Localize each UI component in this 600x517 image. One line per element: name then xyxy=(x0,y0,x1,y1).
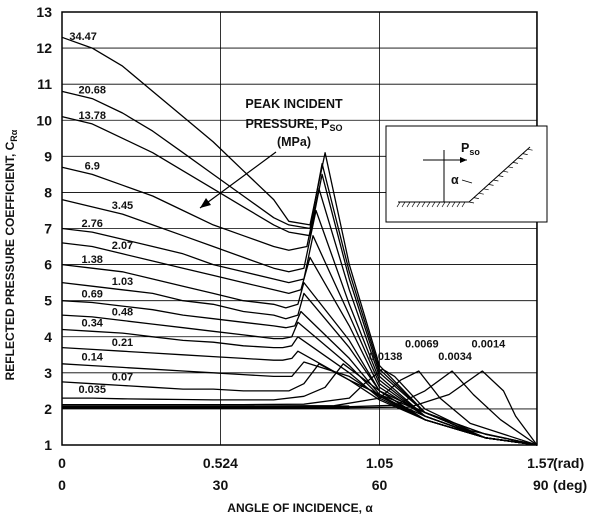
y-tick-label: 3 xyxy=(44,365,52,381)
pressure-annotation: PEAK INCIDENT PRESSURE, PSO (MPa) xyxy=(199,97,343,209)
x-axis-title: ANGLE OF INCIDENCE, α xyxy=(227,501,373,515)
plot-frame xyxy=(61,11,538,446)
series-label: 1.38 xyxy=(82,254,103,266)
inset-schematic: Pso α xyxy=(385,125,548,223)
series-label: 20.68 xyxy=(78,85,106,97)
y-tick-label: 6 xyxy=(44,257,52,273)
series-label: 0.0069 xyxy=(405,339,439,351)
series-label: 0.48 xyxy=(112,307,133,319)
inset-alpha: α xyxy=(451,173,459,187)
series-line-0.34 xyxy=(61,328,538,446)
series-label: 34.47 xyxy=(69,31,97,43)
y-tick-label: 4 xyxy=(44,329,52,345)
series-label: 0.0014 xyxy=(472,339,507,351)
series-label: 0.035 xyxy=(78,384,106,396)
x-tick-label-rad: 1.05 xyxy=(366,455,393,471)
annotation-arrowhead xyxy=(200,198,211,208)
chart-grid xyxy=(61,11,538,446)
series-label: 0.21 xyxy=(112,337,133,349)
x-unit-deg: (deg) xyxy=(553,477,587,493)
x-tick-label-deg: 30 xyxy=(213,477,229,493)
annotation-line1: PEAK INCIDENT xyxy=(245,97,343,111)
series-line-0.07 xyxy=(61,363,538,446)
y-tick-label: 7 xyxy=(44,221,52,237)
series-label: 13.78 xyxy=(78,110,106,122)
series-line-6.9 xyxy=(61,166,538,446)
annotation-arrow xyxy=(199,151,277,209)
series-line-0.21 xyxy=(61,346,538,446)
y-tick-label: 1 xyxy=(44,437,52,453)
x-tick-label-deg: 0 xyxy=(58,477,66,493)
chart-series xyxy=(61,36,538,446)
y-tick-label: 2 xyxy=(44,401,52,417)
series-line-0.14 xyxy=(61,361,538,446)
x-tick-label-deg: 60 xyxy=(372,477,388,493)
series-line-1.03 xyxy=(61,281,538,446)
series-label: 3.45 xyxy=(112,200,133,212)
series-line-13.78 xyxy=(61,115,538,446)
series-line-2.76 xyxy=(61,227,538,446)
series-line-0.0138 xyxy=(62,368,538,446)
series-label: 0.0034 xyxy=(438,351,473,363)
annotation-line3: (MPa) xyxy=(277,135,311,149)
series-label: 2.07 xyxy=(112,240,133,252)
x-tick-label-rad: 0.524 xyxy=(203,455,238,471)
inset-pso-label: Pso xyxy=(461,141,480,157)
series-line-0.035 xyxy=(62,363,538,446)
series-label: 6.9 xyxy=(85,160,100,172)
series-label: 1.03 xyxy=(112,276,133,288)
series-label: 0.0138 xyxy=(369,351,403,363)
x-tick-label-deg: 90 xyxy=(533,477,549,493)
series-label: 0.14 xyxy=(82,352,104,364)
y-tick-label: 8 xyxy=(44,184,52,200)
x-tick-label-rad: 1.57 xyxy=(527,455,554,471)
x-unit-rad: (rad) xyxy=(553,455,584,471)
series-line-0.48 xyxy=(61,314,538,446)
y-axis-title: REFLECTED PRESSURE COEFFICIENT, CRα xyxy=(3,129,19,380)
series-label: 2.76 xyxy=(82,218,103,230)
y-tick-label: 5 xyxy=(44,293,52,309)
series-line-34.47 xyxy=(61,36,538,446)
x-tick-label-rad: 0 xyxy=(58,455,66,471)
y-tick-label: 10 xyxy=(36,112,52,128)
y-tick-label: 12 xyxy=(36,40,52,56)
series-line-3.45 xyxy=(61,198,538,446)
series-labels: 34.47 20.68 13.78 6.9 3.45 2.76 2.07 1.38 1.03 0.… xyxy=(69,31,506,396)
series-line-2.07 xyxy=(61,242,538,446)
y-tick-label: 9 xyxy=(44,148,52,164)
series-label: 0.07 xyxy=(112,371,133,383)
annotation-line2: PRESSURE, PSO xyxy=(245,117,342,133)
y-tick-label: 11 xyxy=(37,76,52,92)
series-label: 0.34 xyxy=(82,317,104,329)
y-tick-label: 13 xyxy=(36,4,52,20)
series-label: 0.69 xyxy=(82,288,103,300)
series-line-20.68 xyxy=(61,90,538,446)
